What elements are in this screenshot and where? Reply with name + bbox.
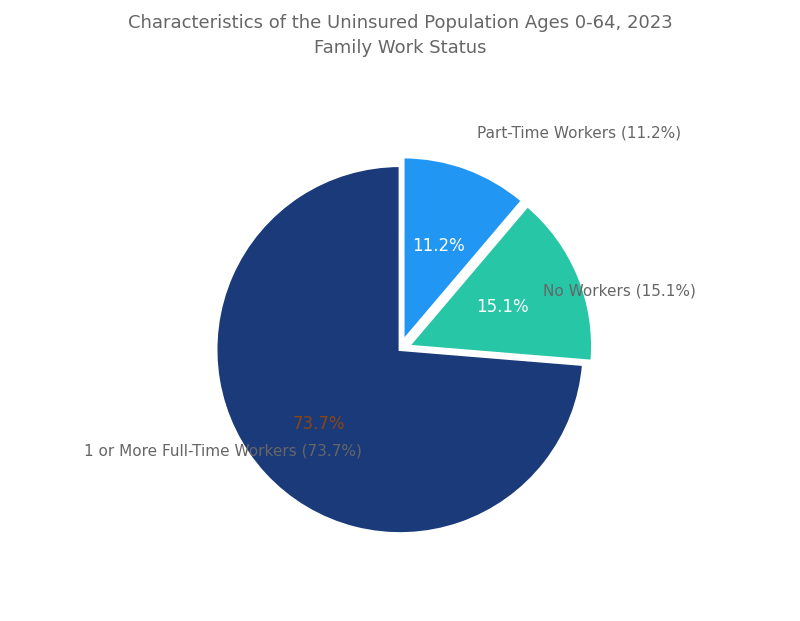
Text: Part-Time Workers (11.2%): Part-Time Workers (11.2%) <box>478 125 682 140</box>
Text: 1 or More Full-Time Workers (73.7%): 1 or More Full-Time Workers (73.7%) <box>84 443 362 458</box>
Text: 11.2%: 11.2% <box>412 237 465 255</box>
Text: 73.7%: 73.7% <box>293 415 345 433</box>
Wedge shape <box>216 166 583 533</box>
Wedge shape <box>403 157 522 341</box>
Title: Characteristics of the Uninsured Population Ages 0-64, 2023
Family Work Status: Characteristics of the Uninsured Populat… <box>128 14 672 57</box>
Text: 15.1%: 15.1% <box>476 298 528 316</box>
Text: No Workers (15.1%): No Workers (15.1%) <box>543 283 696 298</box>
Wedge shape <box>409 206 593 361</box>
